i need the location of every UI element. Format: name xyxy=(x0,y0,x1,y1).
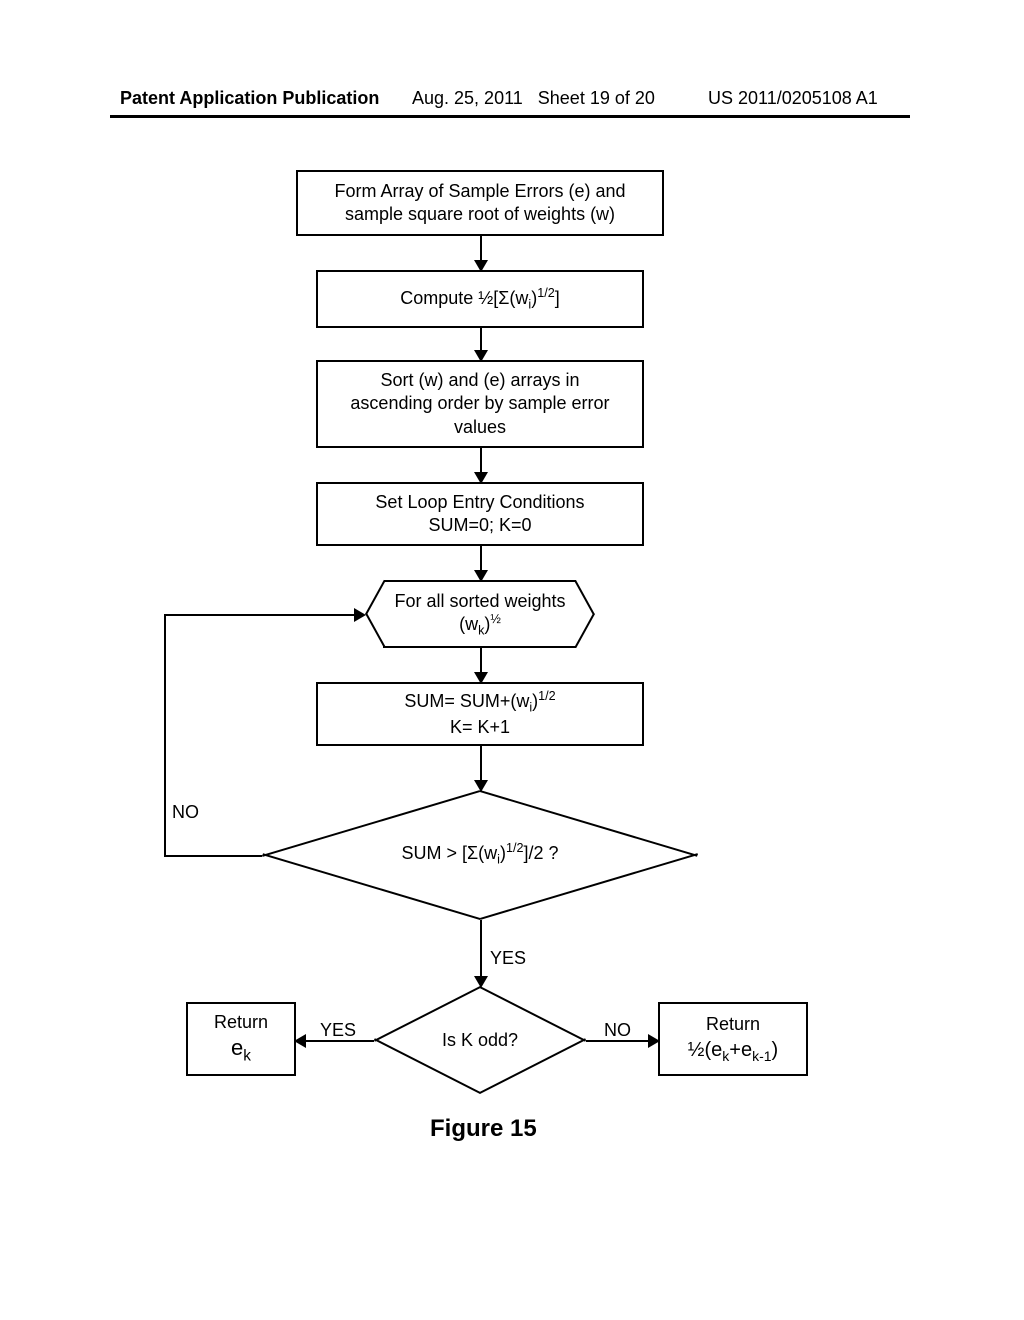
label-yes-left: YES xyxy=(320,1020,356,1041)
decision-sum-compare: SUM > [Σ(wi)1/2]/2 ? xyxy=(262,790,698,920)
n5-l1: For all sorted weights xyxy=(394,591,565,612)
n2-txt: Compute ½[Σ(wi)1/2] xyxy=(400,285,560,313)
node-for-loop: For all sorted weights (wk)½ xyxy=(346,580,614,648)
node-return-avg: Return ½(ek+ek-1) xyxy=(658,1002,808,1076)
n3-l1: Sort (w) and (e) arrays in xyxy=(380,369,579,392)
d1-shape: SUM > [Σ(wi)1/2]/2 ? xyxy=(262,790,698,920)
n5-l2: (wk)½ xyxy=(459,612,501,638)
r1-l1: Return xyxy=(214,1011,268,1034)
r2-l1: Return xyxy=(706,1013,760,1036)
page: Patent Application Publication Aug. 25, … xyxy=(0,0,1024,1320)
n3-l2: ascending order by sample error xyxy=(350,392,609,415)
decision-k-odd: Is K odd? xyxy=(374,986,586,1094)
node-compute-half-sum: Compute ½[Σ(wi)1/2] xyxy=(316,270,644,328)
node-sum-increment: SUM= SUM+(wi)1/2 K= K+1 xyxy=(316,682,644,746)
node-form-array: Form Array of Sample Errors (e) and samp… xyxy=(296,170,664,236)
r2-l2: ½(ek+ek-1) xyxy=(688,1037,778,1065)
label-no-right: NO xyxy=(604,1020,631,1041)
d1-txt: SUM > [Σ(wi)1/2]/2 ? xyxy=(402,841,559,868)
figure-caption: Figure 15 xyxy=(430,1115,537,1143)
d2-txt: Is K odd? xyxy=(442,1029,518,1052)
n3-l3: values xyxy=(454,416,506,439)
label-no-loop: NO xyxy=(172,802,199,823)
flowchart: Form Array of Sample Errors (e) and samp… xyxy=(0,0,1024,1320)
n4-l1: Set Loop Entry Conditions xyxy=(375,491,584,514)
r1-l2: ek xyxy=(231,1034,251,1066)
n1-l2: sample square root of weights (w) xyxy=(345,203,615,226)
n6-l1: SUM= SUM+(wi)1/2 xyxy=(404,688,555,716)
n4-l2: SUM=0; K=0 xyxy=(428,514,531,537)
n6-l2: K= K+1 xyxy=(450,716,510,739)
node-sort: Sort (w) and (e) arrays in ascending ord… xyxy=(316,360,644,448)
node-return-ek: Return ek xyxy=(186,1002,296,1076)
n1-l1: Form Array of Sample Errors (e) and xyxy=(334,180,625,203)
d2-shape: Is K odd? xyxy=(374,986,586,1094)
node-loop-entry: Set Loop Entry Conditions SUM=0; K=0 xyxy=(316,482,644,546)
label-yes-down: YES xyxy=(490,948,526,969)
